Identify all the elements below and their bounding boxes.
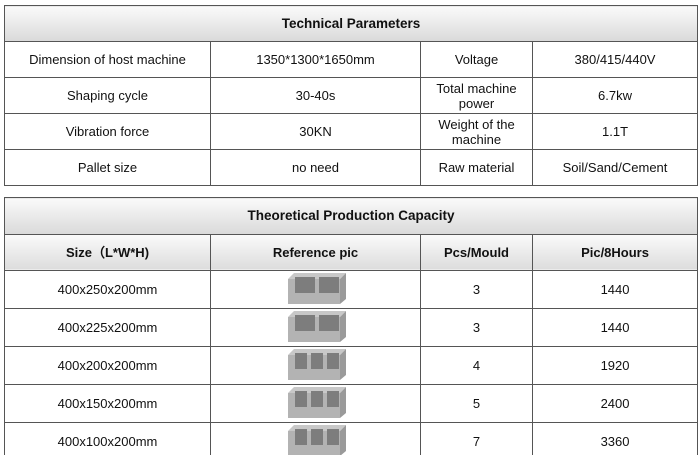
cell: 1440 — [531, 270, 699, 309]
capacity-table: Theoretical Production Capacity Size（L*W… — [3, 197, 699, 455]
table-row: 400x150x200mm 5 2400 — [4, 384, 699, 423]
picture-cell — [210, 270, 421, 309]
cell: 1350*1300*1650mm — [210, 41, 421, 78]
cell: 30-40s — [210, 77, 421, 114]
block-image — [287, 387, 346, 418]
block-image — [287, 425, 346, 455]
cell: Weight of the machine — [420, 113, 533, 150]
cell: 30KN — [210, 113, 421, 150]
cell: Raw material — [420, 149, 533, 186]
cell: Total machine power — [420, 77, 533, 114]
cell: 7 — [420, 422, 533, 455]
cell: 1440 — [531, 308, 699, 347]
cell: 400x225x200mm — [4, 308, 211, 347]
cell: 400x250x200mm — [4, 270, 211, 309]
title-row: Theoretical Production Capacity — [3, 197, 699, 235]
picture-cell — [210, 308, 421, 347]
header-row: Size（L*W*H) Reference pic Pcs/Mould Pic/8Ho… — [4, 233, 699, 271]
cell: 2400 — [531, 384, 699, 423]
cell: 3360 — [531, 422, 699, 455]
table-row: Pallet size no need Raw material Soil/Sand/… — [4, 149, 699, 186]
cell: 400x200x200mm — [4, 346, 211, 385]
header-cell: Pic/8Hours — [531, 233, 699, 271]
cell: Voltage — [420, 41, 533, 78]
picture-cell — [210, 346, 421, 385]
cell: 6.7kw — [531, 77, 699, 114]
table-row: 400x250x200mm 3 1440 — [4, 270, 699, 309]
header-cell: Reference pic — [210, 233, 421, 271]
block-image — [287, 349, 346, 380]
picture-cell — [210, 384, 421, 423]
cell: 380/415/440V — [531, 41, 699, 78]
cell: 400x100x200mm — [4, 422, 211, 455]
cell: 1.1T — [531, 113, 699, 150]
table-title: Theoretical Production Capacity — [3, 197, 699, 235]
cell: 5 — [420, 384, 533, 423]
block-image — [287, 273, 346, 304]
table-row: Vibration force 30KN Weight of the machine… — [4, 113, 699, 150]
technical-table: Technical Parameters Dimension of host m… — [3, 5, 699, 186]
cell: 1920 — [531, 346, 699, 385]
cell: 3 — [420, 308, 533, 347]
cell: Vibration force — [4, 113, 211, 150]
table-row: 400x225x200mm 3 1440 — [4, 308, 699, 347]
cell: 4 — [420, 346, 533, 385]
table-title: Technical Parameters — [3, 5, 699, 42]
cell: 3 — [420, 270, 533, 309]
header-cell: Pcs/Mould — [420, 233, 533, 271]
picture-cell — [210, 422, 421, 455]
cell: no need — [210, 149, 421, 186]
table-row: Dimension of host machine 1350*1300*1650m… — [4, 41, 699, 78]
table-row: Shaping cycle 30-40s Total machine power 6.… — [4, 77, 699, 114]
cell: Shaping cycle — [4, 77, 211, 114]
cell: Soil/Sand/Cement — [531, 149, 699, 186]
table-row: 400x100x200mm 7 3360 — [4, 422, 699, 455]
block-image — [287, 311, 346, 342]
title-row: Technical Parameters — [3, 5, 699, 42]
cell: 400x150x200mm — [4, 384, 211, 423]
cell: Dimension of host machine — [4, 41, 211, 78]
cell: Pallet size — [4, 149, 211, 186]
table-row: 400x200x200mm 4 1920 — [4, 346, 699, 385]
header-cell: Size（L*W*H) — [4, 233, 211, 271]
